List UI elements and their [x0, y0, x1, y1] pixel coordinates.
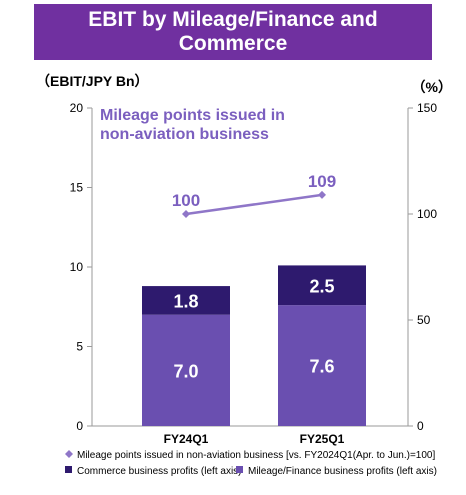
- left-tick-label: 0: [76, 419, 83, 433]
- legend-marker-mileage-points: [65, 450, 73, 458]
- legend-label-mileage-points: Mileage points issued in non-aviation bu…: [77, 450, 435, 461]
- category-label: FY25Q1: [300, 432, 345, 446]
- bar-commerce: [142, 286, 230, 315]
- annotation-line-1: Mileage points issued in: [100, 107, 285, 124]
- legend-marker-mileage-finance: [236, 466, 243, 473]
- annotation-line-2: non-aviation business: [100, 126, 269, 143]
- legend-label-mileage-finance: Mileage/Finance business profits (left a…: [248, 466, 437, 477]
- data-label-commerce: 2.5: [309, 276, 334, 296]
- right-tick-label: 100: [417, 207, 437, 221]
- bar-commerce: [278, 265, 366, 306]
- data-label-mileage-points: 100: [172, 191, 200, 210]
- title-banner: EBIT by Mileage/Finance and Commerce: [34, 4, 432, 60]
- data-label-mileage-finance: 7.0: [173, 361, 198, 381]
- line-mileage-points: [185, 193, 323, 216]
- left-tick-label: 5: [76, 340, 83, 354]
- bar-mileage-finance: [278, 305, 366, 426]
- right-axis-label: （%）: [412, 79, 452, 95]
- data-label-commerce: 1.8: [173, 291, 198, 311]
- left-tick-label: 20: [70, 101, 84, 115]
- plot-area: 0 5 10 15 20 0 50 100 150 7.0 1.8 FY24Q1 7.6 2.5 FY25Q…: [70, 101, 438, 446]
- line-point-marker: [182, 210, 190, 218]
- data-label-mileage-points: 109: [308, 172, 336, 191]
- data-label-mileage-finance: 7.6: [309, 357, 334, 377]
- bar-mileage-finance: [142, 314, 230, 426]
- left-tick-label: 10: [70, 260, 84, 274]
- legend-label-commerce: Commerce business profits (left axis): [77, 466, 242, 477]
- legend: Mileage points issued in non-aviation bu…: [65, 450, 437, 477]
- line-point-marker: [318, 190, 326, 199]
- right-tick-label: 0: [417, 419, 424, 433]
- category-label: FY24Q1: [164, 432, 209, 446]
- right-tick-label: 50: [417, 313, 431, 327]
- chart-title: EBIT by Mileage/Finance and Commerce: [88, 8, 378, 55]
- left-axis-label: （EBIT/JPY Bn）: [36, 73, 149, 89]
- left-tick-label: 15: [70, 181, 84, 195]
- right-tick-label: 150: [417, 101, 437, 115]
- legend-marker-commerce: [65, 466, 72, 473]
